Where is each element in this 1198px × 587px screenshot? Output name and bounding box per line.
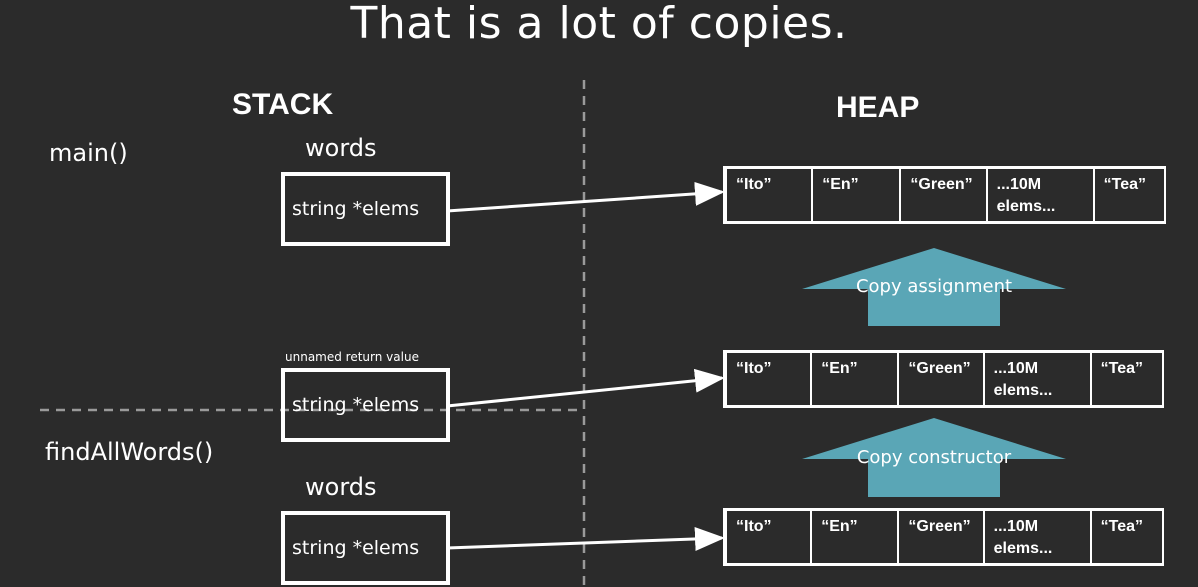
stack-box-main-words: string *elems <box>281 172 450 246</box>
array-cell: “Ito” <box>725 166 811 224</box>
stack-box-text: string *elems <box>292 537 420 559</box>
heap-array-1: “Ito” “En” “Green” ...10M elems... “Tea” <box>723 166 1166 224</box>
heap-array-3: “Ito” “En” “Green” ...10M elems... “Tea” <box>723 508 1164 566</box>
array-cell: ...10M elems... <box>982 508 1090 566</box>
copy-assignment-label: Copy assignment <box>855 276 1013 297</box>
stack-heading: STACK <box>232 88 334 121</box>
find-frame-label: findAllWords() <box>45 438 214 466</box>
unnamed-return-label: unnamed return value <box>285 350 419 364</box>
stack-box-text: string *elems <box>292 394 420 416</box>
heap-heading: HEAP <box>836 91 920 124</box>
pointer-arrow-2 <box>446 368 725 408</box>
array-cell: ...10M elems... <box>985 166 1093 224</box>
copy-constructor-arrow-shape <box>802 418 1066 497</box>
array-cell: “En” <box>811 166 899 224</box>
stack-box-text: string *elems <box>292 198 420 220</box>
array-cell: ...10M elems... <box>982 350 1090 408</box>
copy-assignment-arrow-shape <box>802 248 1066 326</box>
slide-title: That is a lot of copies. <box>350 0 848 49</box>
array-cell: “En” <box>810 508 897 566</box>
stack-box-return-value: string *elems <box>281 368 450 442</box>
array-cell: “Tea” <box>1092 166 1164 224</box>
main-frame-label: main() <box>49 139 128 167</box>
stack-box-find-words: string *elems <box>281 511 450 585</box>
array-cell: “Tea” <box>1089 508 1162 566</box>
words-var-label: words <box>305 134 377 162</box>
array-cell: “Tea” <box>1089 350 1162 408</box>
array-cell: “Green” <box>897 350 982 408</box>
array-cell: “Green” <box>899 166 985 224</box>
array-cell: “En” <box>810 350 897 408</box>
heap-array-2: “Ito” “En” “Green” ...10M elems... “Tea” <box>723 350 1164 408</box>
array-cell: “Ito” <box>725 350 810 408</box>
pointer-arrow-1 <box>446 181 725 213</box>
pointer-arrow-3 <box>446 526 725 551</box>
array-cell: “Green” <box>897 508 982 566</box>
words-var-label-find: words <box>305 473 377 501</box>
array-cell: “Ito” <box>725 508 810 566</box>
copy-constructor-label: Copy constructor <box>856 447 1012 468</box>
